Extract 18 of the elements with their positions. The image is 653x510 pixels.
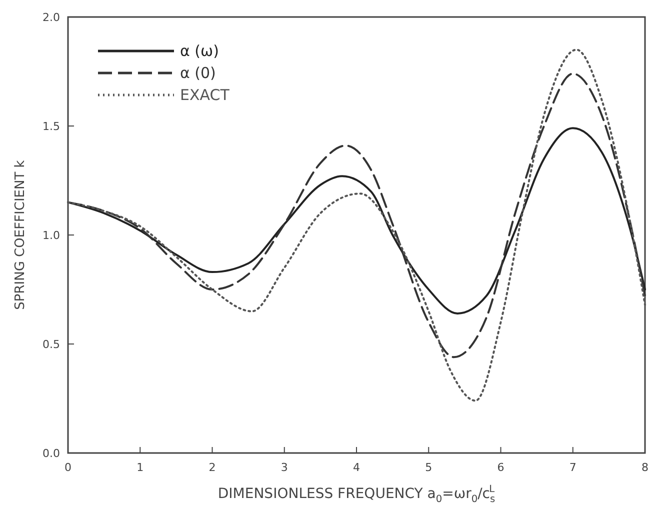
y-tick-label: 0.5 bbox=[42, 338, 60, 351]
text: EXACT bbox=[180, 86, 230, 104]
text: α (0) bbox=[180, 64, 216, 82]
text: α (ω) bbox=[180, 42, 219, 60]
y-tick-label: 1.0 bbox=[42, 229, 60, 242]
x-tick-label: 8 bbox=[642, 461, 648, 474]
y-axis-title: SPRING COEFFICIENT k bbox=[13, 160, 28, 310]
x-tick-label: 3 bbox=[280, 461, 288, 474]
y-tick-label: 0.0 bbox=[42, 447, 60, 460]
x-tick-label: 2 bbox=[208, 461, 216, 474]
x-tick-label: 7 bbox=[569, 461, 576, 474]
x-tick-label: 5 bbox=[425, 461, 432, 474]
x-tick-label: 0 bbox=[64, 461, 72, 474]
x-tick-label: 6 bbox=[497, 461, 504, 474]
y-tick-label: 2.0 bbox=[42, 11, 60, 24]
x-tick-label: 1 bbox=[136, 461, 144, 474]
y-tick-label: 1.5 bbox=[42, 120, 60, 133]
x-tick-label: 4 bbox=[353, 461, 360, 474]
